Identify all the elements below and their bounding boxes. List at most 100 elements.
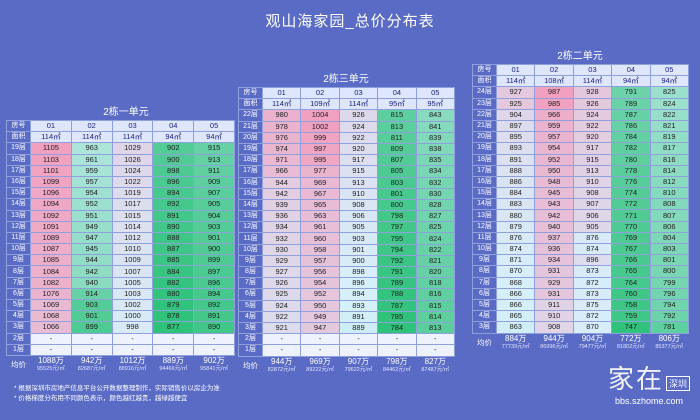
price-cell: 951 — [70, 209, 113, 222]
price-cell: 958 — [300, 243, 340, 256]
price-cell: 945 — [70, 243, 113, 256]
average-unit-price: 86996元/㎡ — [540, 343, 568, 350]
price-cell: 772 — [611, 198, 651, 211]
price-cell: 903 — [70, 298, 113, 312]
price-cell: 758 — [611, 298, 651, 312]
area-value: 114㎡ — [338, 98, 379, 111]
price-cell: 922 — [261, 310, 302, 323]
floor-label: 16层 — [6, 175, 31, 189]
price-cell: - — [111, 332, 154, 345]
price-cell: 838 — [415, 142, 455, 156]
price-cell: 876 — [495, 231, 536, 245]
floor-label: 7层 — [472, 276, 497, 289]
price-cell: 828 — [415, 198, 455, 212]
price-cell: 806 — [649, 220, 689, 233]
price-cell: 908 — [534, 321, 574, 334]
price-cell: 934 — [261, 221, 302, 234]
price-cell: 797 — [377, 221, 417, 234]
price-cell: 942 — [261, 187, 302, 200]
price-cell: 904 — [495, 108, 536, 121]
room-number-row: 房号 01 02 03 04 05 — [6, 119, 235, 133]
area-value: 109㎡ — [300, 98, 340, 111]
price-cell: - — [70, 332, 113, 345]
floor-row: 12层 879 940 905 770 806 — [472, 220, 689, 233]
floor-label: 18层 — [6, 153, 31, 166]
price-cell: 879 — [152, 298, 195, 312]
price-cell: - — [377, 333, 417, 346]
room-number: 02 — [70, 119, 113, 133]
price-cell: 905 — [193, 198, 235, 211]
average-row: 均价 884万 77739元/㎡ 944万 86996元/㎡ 904万 79477元/㎡ 77… — [473, 333, 689, 352]
floor-row: 9层 871 934 896 766 801 — [472, 254, 689, 267]
area-row-label: 面积 — [472, 75, 497, 88]
floor-row: 19层 1105 963 1029 902 915 — [6, 142, 235, 155]
floor-label: 10层 — [472, 242, 497, 256]
average-total: 889万 94466元/㎡ — [153, 355, 194, 374]
average-row: 均价 1088万 95525元/㎡ 942万 82687元/㎡ 1012万 88916元/㎡… — [7, 355, 235, 374]
price-table-2-1: 房号 01 02 03 04 05 面积 114㎡ 114㎡ 114㎡ 94㎡ 94㎡ 19层 1105 9… — [6, 119, 235, 374]
price-cell: 921 — [261, 321, 302, 335]
floor-label: 16层 — [238, 176, 263, 189]
price-cell: 885 — [152, 254, 195, 267]
area-row: 面积 114㎡ 109㎡ 114㎡ 95㎡ 95㎡ — [238, 98, 455, 111]
floor-row: 4层 922 949 891 785 814 — [238, 310, 455, 323]
price-cell: 969 — [300, 176, 340, 189]
price-cell: 830 — [415, 187, 455, 200]
floor-label: 14层 — [238, 198, 263, 212]
price-cell: 937 — [534, 231, 574, 245]
price-cell: 890 — [193, 321, 235, 334]
price-cell: 747 — [611, 321, 651, 334]
price-cell: 811 — [377, 131, 417, 144]
price-cell: 801 — [649, 254, 689, 267]
price-cell: 957 — [70, 175, 113, 189]
price-cell: 920 — [572, 131, 613, 144]
average-total-value: 907万 — [347, 356, 370, 366]
price-cell: 879 — [495, 220, 536, 233]
average-unit-price: 87487元/㎡ — [421, 366, 450, 373]
average-unit-price: 88916元/㎡ — [118, 365, 147, 372]
floor-label: 3层 — [472, 321, 497, 334]
price-cell: 795 — [377, 232, 417, 245]
price-cell: - — [152, 343, 195, 356]
price-cell: 999 — [300, 131, 340, 144]
price-cell: 877 — [152, 321, 195, 334]
area-value: 114㎡ — [495, 75, 536, 88]
price-cell: 1101 — [30, 164, 72, 177]
price-cell: 1069 — [30, 298, 72, 312]
price-cell: 843 — [415, 109, 455, 122]
price-cell: - — [300, 344, 340, 357]
price-cell: 1096 — [30, 187, 72, 200]
average-total-value: 1088万 — [38, 355, 64, 365]
floor-row: 19层 974 997 920 809 838 — [238, 142, 455, 156]
price-cell: 818 — [415, 277, 455, 290]
room-number-row: 房号 01 02 03 04 05 — [238, 86, 455, 100]
price-cell: 952 — [70, 198, 113, 211]
floor-label: 24层 — [472, 86, 497, 99]
area-value: 108㎡ — [534, 75, 574, 88]
floor-row: 8层 1084 942 1007 884 897 — [6, 265, 235, 278]
price-cell: 957 — [300, 254, 340, 268]
price-cell: 889 — [338, 321, 379, 335]
price-cell: 966 — [261, 165, 302, 178]
price-cell: 936 — [534, 242, 574, 256]
price-cell: 915 — [193, 142, 235, 155]
average-label: 均价 — [11, 360, 26, 370]
price-cell: 904 — [193, 209, 235, 222]
floor-label: 19层 — [238, 142, 263, 156]
floor-label: 22层 — [238, 109, 263, 122]
floor-label: 7层 — [6, 276, 31, 289]
floor-label: 11层 — [6, 231, 31, 245]
price-cell: 957 — [534, 131, 574, 144]
price-cell: 909 — [193, 175, 235, 189]
floor-label: 8层 — [472, 265, 497, 278]
floor-label: 4层 — [238, 310, 263, 323]
price-cell: 891 — [338, 310, 379, 323]
floor-label: 2层 — [6, 332, 31, 345]
floor-row: 19层 893 954 917 782 817 — [472, 142, 689, 155]
price-cell: 940 — [534, 220, 574, 233]
floor-label: 22层 — [472, 108, 497, 121]
price-cell: 817 — [649, 142, 689, 155]
floor-row: 15层 1096 954 1019 894 907 — [6, 187, 235, 200]
price-cell: - — [261, 333, 302, 346]
price-cell: 863 — [495, 321, 536, 334]
